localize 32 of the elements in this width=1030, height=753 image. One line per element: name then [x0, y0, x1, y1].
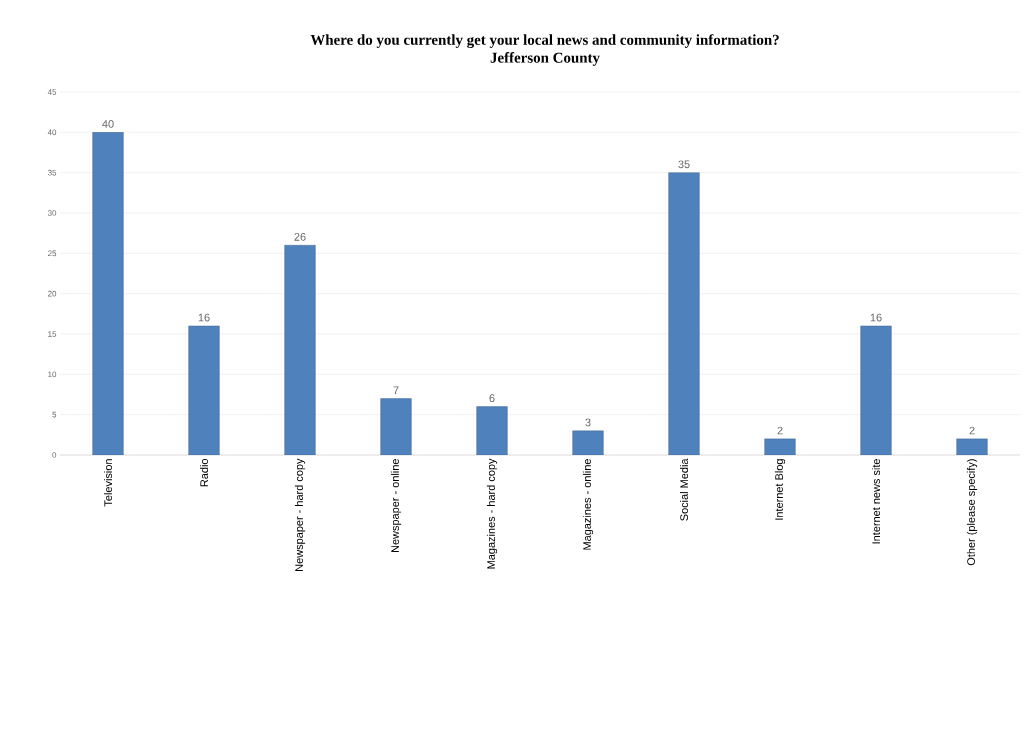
data-label: 3 [585, 418, 591, 427]
bar [860, 325, 892, 455]
bar [956, 438, 988, 455]
data-label: 40 [102, 120, 114, 128]
x-tick-label: Magazines - hard copy [486, 458, 498, 569]
data-label: 2 [969, 426, 975, 435]
bar [572, 430, 604, 455]
bar [668, 172, 700, 455]
x-tick-label: Radio [199, 458, 209, 487]
bar [284, 245, 316, 455]
data-label: 16 [870, 313, 882, 322]
x-tick-label: Other (please specify) [966, 459, 978, 566]
bar [92, 132, 124, 455]
x-tick-label: Internet news site [871, 459, 881, 544]
data-label: 26 [294, 232, 306, 241]
x-tick-label: Social Media [679, 458, 689, 521]
bar [188, 325, 220, 455]
bar [764, 438, 796, 455]
data-label: 6 [489, 394, 495, 403]
data-label: 7 [393, 386, 399, 394]
chart-subtitle: Jefferson County [490, 52, 600, 66]
x-tick-label: Internet Blog [774, 459, 786, 520]
bar [380, 398, 412, 455]
chart-title: Where do you currently get your local news and community information? [310, 34, 779, 48]
data-label: 16 [198, 313, 210, 322]
x-tick-label: Magazines - online [582, 459, 594, 550]
x-tick-label: Newspaper - hard copy [294, 458, 306, 571]
data-label: 35 [678, 160, 690, 169]
data-label: 2 [777, 426, 783, 435]
x-tick-label: Television [103, 459, 113, 507]
x-tick-label: Newspaper - online [390, 459, 402, 553]
bar [476, 406, 508, 455]
